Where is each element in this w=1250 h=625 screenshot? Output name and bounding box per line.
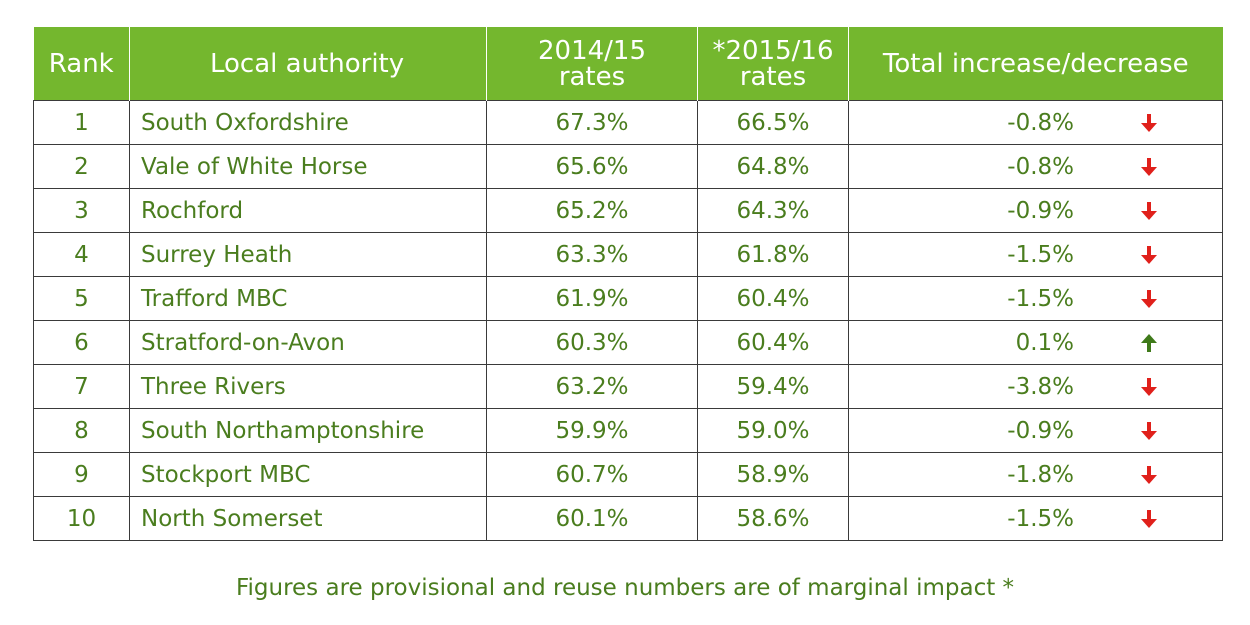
arrow-down-icon: [1141, 465, 1157, 484]
table-row: 3 Rochford 65.2% 64.3% -0.9%: [33, 188, 1223, 233]
change-value: -0.9%: [1007, 417, 1074, 444]
footnote: Figures are provisional and reuse number…: [235, 575, 1015, 601]
cell-rate-2015-16: 58.9%: [697, 452, 849, 497]
table-header: Rank Local authority 2014/15 rates *2015…: [33, 27, 1223, 101]
cell-rank: 9: [33, 452, 130, 497]
cell-rate-2015-16: 64.3%: [697, 188, 849, 233]
table-body: 1 South Oxfordshire 67.3% 66.5% -0.8% 2 …: [33, 100, 1223, 541]
cell-authority: Vale of White Horse: [129, 144, 487, 189]
cell-authority: Trafford MBC: [129, 276, 487, 321]
header-rank: Rank: [33, 27, 130, 101]
cell-rate-2015-16: 66.5%: [697, 100, 849, 145]
cell-authority: Surrey Heath: [129, 232, 487, 277]
cell-rank: 7: [33, 364, 130, 409]
cell-rate-2014-15: 65.6%: [486, 144, 698, 189]
cell-rate-2015-16: 59.0%: [697, 408, 849, 453]
cell-rate-2015-16: 60.4%: [697, 276, 849, 321]
header-rates-2014-15-line1: 2014/15: [537, 35, 646, 66]
table-row: 5 Trafford MBC 61.9% 60.4% -1.5%: [33, 276, 1223, 321]
table-row: 9 Stockport MBC 60.7% 58.9% -1.8%: [33, 452, 1223, 497]
change-value: -1.5%: [1007, 505, 1074, 532]
table-row: 1 South Oxfordshire 67.3% 66.5% -0.8%: [33, 100, 1223, 145]
table-row: 2 Vale of White Horse 65.6% 64.8% -0.8%: [33, 144, 1223, 189]
cell-change: -0.8%: [848, 144, 1223, 189]
cell-change: -0.9%: [848, 188, 1223, 233]
header-row: Rank Local authority 2014/15 rates *2015…: [33, 27, 1223, 101]
cell-rank: 4: [33, 232, 130, 277]
rates-table-container: Rank Local authority 2014/15 rates *2015…: [33, 27, 1223, 541]
change-value: -1.5%: [1007, 285, 1074, 312]
arrow-down-icon: [1141, 509, 1157, 528]
cell-change: -1.5%: [848, 232, 1223, 277]
table-row: 10 North Somerset 60.1% 58.6% -1.5%: [33, 496, 1223, 541]
cell-rank: 3: [33, 188, 130, 233]
header-change: Total increase/decrease: [848, 27, 1223, 101]
cell-rate-2015-16: 60.4%: [697, 320, 849, 365]
arrow-down-icon: [1141, 245, 1157, 264]
cell-change: -1.8%: [848, 452, 1223, 497]
arrow-down-icon: [1141, 377, 1157, 396]
change-value: 0.1%: [1015, 329, 1074, 356]
cell-change: -1.5%: [848, 496, 1223, 541]
header-rates-2015-16-line2: rates: [739, 61, 807, 92]
table-row: 8 South Northamptonshire 59.9% 59.0% -0.…: [33, 408, 1223, 453]
cell-rank: 1: [33, 100, 130, 145]
change-value: -1.5%: [1007, 241, 1074, 268]
change-value: -3.8%: [1007, 373, 1074, 400]
cell-authority: Three Rivers: [129, 364, 487, 409]
cell-rate-2014-15: 63.2%: [486, 364, 698, 409]
cell-rank: 10: [33, 496, 130, 541]
cell-authority: Stratford-on-Avon: [129, 320, 487, 365]
cell-change: -0.8%: [848, 100, 1223, 145]
header-authority: Local authority: [129, 27, 487, 101]
cell-rate-2014-15: 60.7%: [486, 452, 698, 497]
header-rates-2015-16: *2015/16 rates: [697, 27, 849, 101]
cell-rate-2014-15: 59.9%: [486, 408, 698, 453]
cell-authority: North Somerset: [129, 496, 487, 541]
cell-rate-2015-16: 64.8%: [697, 144, 849, 189]
cell-authority: South Northamptonshire: [129, 408, 487, 453]
cell-rate-2015-16: 59.4%: [697, 364, 849, 409]
header-rates-2014-15-line2: rates: [558, 61, 626, 92]
cell-rate-2014-15: 65.2%: [486, 188, 698, 233]
cell-authority: Stockport MBC: [129, 452, 487, 497]
cell-rate-2015-16: 58.6%: [697, 496, 849, 541]
cell-rank: 6: [33, 320, 130, 365]
arrow-down-icon: [1141, 113, 1157, 132]
header-rates-2014-15: 2014/15 rates: [486, 27, 698, 101]
change-value: -0.8%: [1007, 153, 1074, 180]
cell-authority: Rochford: [129, 188, 487, 233]
cell-rank: 5: [33, 276, 130, 321]
cell-change: -0.9%: [848, 408, 1223, 453]
arrow-down-icon: [1141, 157, 1157, 176]
cell-authority: South Oxfordshire: [129, 100, 487, 145]
cell-rate-2014-15: 63.3%: [486, 232, 698, 277]
arrow-down-icon: [1141, 289, 1157, 308]
table-row: 4 Surrey Heath 63.3% 61.8% -1.5%: [33, 232, 1223, 277]
cell-rank: 2: [33, 144, 130, 189]
cell-rate-2014-15: 60.3%: [486, 320, 698, 365]
change-value: -1.8%: [1007, 461, 1074, 488]
cell-rate-2014-15: 60.1%: [486, 496, 698, 541]
cell-rate-2014-15: 67.3%: [486, 100, 698, 145]
cell-change: -1.5%: [848, 276, 1223, 321]
cell-change: -3.8%: [848, 364, 1223, 409]
rates-table: Rank Local authority 2014/15 rates *2015…: [33, 27, 1223, 541]
arrow-up-icon: [1141, 333, 1157, 352]
cell-change: 0.1%: [848, 320, 1223, 365]
table-row: 7 Three Rivers 63.2% 59.4% -3.8%: [33, 364, 1223, 409]
cell-rank: 8: [33, 408, 130, 453]
arrow-down-icon: [1141, 201, 1157, 220]
cell-rate-2015-16: 61.8%: [697, 232, 849, 277]
arrow-down-icon: [1141, 421, 1157, 440]
change-value: -0.8%: [1007, 109, 1074, 136]
header-rates-2015-16-line1: *2015/16: [712, 35, 834, 66]
table-row: 6 Stratford-on-Avon 60.3% 60.4% 0.1%: [33, 320, 1223, 365]
change-value: -0.9%: [1007, 197, 1074, 224]
cell-rate-2014-15: 61.9%: [486, 276, 698, 321]
